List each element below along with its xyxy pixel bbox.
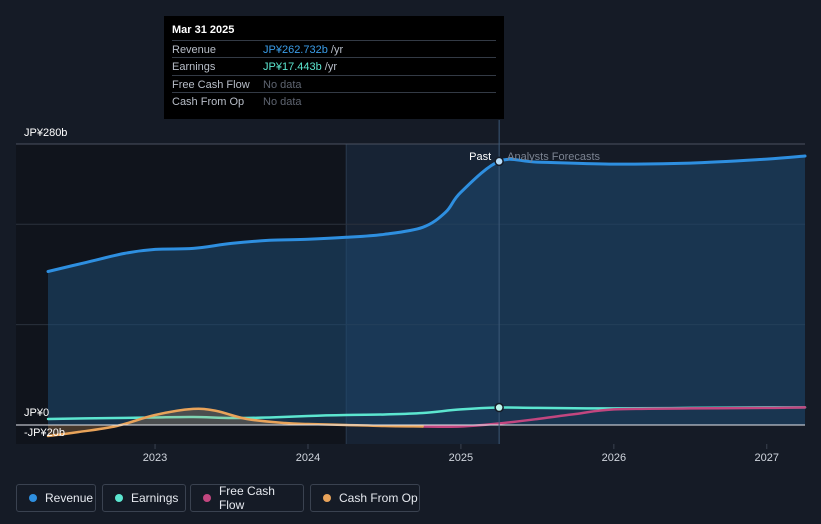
tooltip-row-earnings: Earnings JP¥17.443b /yr <box>172 57 496 75</box>
legend-item-cash-from-op[interactable]: Cash From Op <box>310 484 420 512</box>
tooltip-value: No data <box>263 96 302 108</box>
x-tick-label: 2027 <box>755 452 779 464</box>
tooltip-value: JP¥262.732b <box>263 44 328 56</box>
tooltip-value-row: No data <box>263 96 302 108</box>
tooltip-value: JP¥17.443b <box>263 61 322 73</box>
tooltip-label: Cash From Op <box>172 96 245 108</box>
series-free-cash-flow <box>421 406 807 428</box>
tooltip-value-row: JP¥262.732b /yr <box>263 44 343 56</box>
y-tick-label: -JP¥20b <box>24 427 65 439</box>
series-area <box>48 156 805 425</box>
series-line <box>46 154 807 273</box>
x-tick-label: 2025 <box>449 452 473 464</box>
legend-dot <box>323 494 331 502</box>
past-label: Past <box>469 151 491 163</box>
legend-label: Earnings <box>131 491 179 505</box>
x-tick-label: 2023 <box>143 452 167 464</box>
legend-item-earnings[interactable]: Earnings <box>102 484 186 512</box>
y-tick-label: JP¥0 <box>24 407 49 419</box>
series-revenue <box>46 154 807 425</box>
series-line <box>421 406 807 428</box>
legend-dot <box>115 494 123 502</box>
y-tick-label: JP¥280b <box>24 127 67 139</box>
x-tick-label: 2026 <box>602 452 626 464</box>
tooltip: Mar 31 2025 Revenue JP¥262.732b /yr Earn… <box>164 16 504 119</box>
series-area <box>48 408 423 436</box>
tooltip-label: Free Cash Flow <box>172 79 250 91</box>
legend-dot <box>203 494 211 502</box>
x-tick-label: 2024 <box>296 452 320 464</box>
legend-item-free-cash-flow[interactable]: Free Cash Flow <box>190 484 304 512</box>
tooltip-value-row: JP¥17.443b /yr <box>263 61 337 73</box>
tooltip-unit: /yr <box>321 61 337 73</box>
legend-label: Revenue <box>45 491 94 505</box>
tooltip-label: Revenue <box>172 44 217 56</box>
tooltip-value: No data <box>263 79 302 91</box>
tooltip-date: Mar 31 2025 <box>172 24 235 36</box>
tooltip-unit: /yr <box>327 44 344 56</box>
forecast-label: Analysts Forecasts <box>507 151 600 163</box>
legend-item-revenue[interactable]: Revenue <box>16 484 96 512</box>
tooltip-label: Earnings <box>172 61 216 73</box>
split-marker <box>494 156 504 167</box>
tooltip-row-revenue: Revenue JP¥262.732b /yr <box>172 40 496 58</box>
legend-dot <box>29 494 37 502</box>
tooltip-value-row: No data <box>263 79 302 91</box>
tooltip-row-cfo: Cash From Op No data <box>172 92 496 110</box>
legend-label: Cash From Op <box>339 491 418 505</box>
split-marker <box>494 402 504 413</box>
legend-label: Free Cash Flow <box>218 484 275 512</box>
tooltip-row-fcf: Free Cash Flow No data <box>172 75 496 93</box>
